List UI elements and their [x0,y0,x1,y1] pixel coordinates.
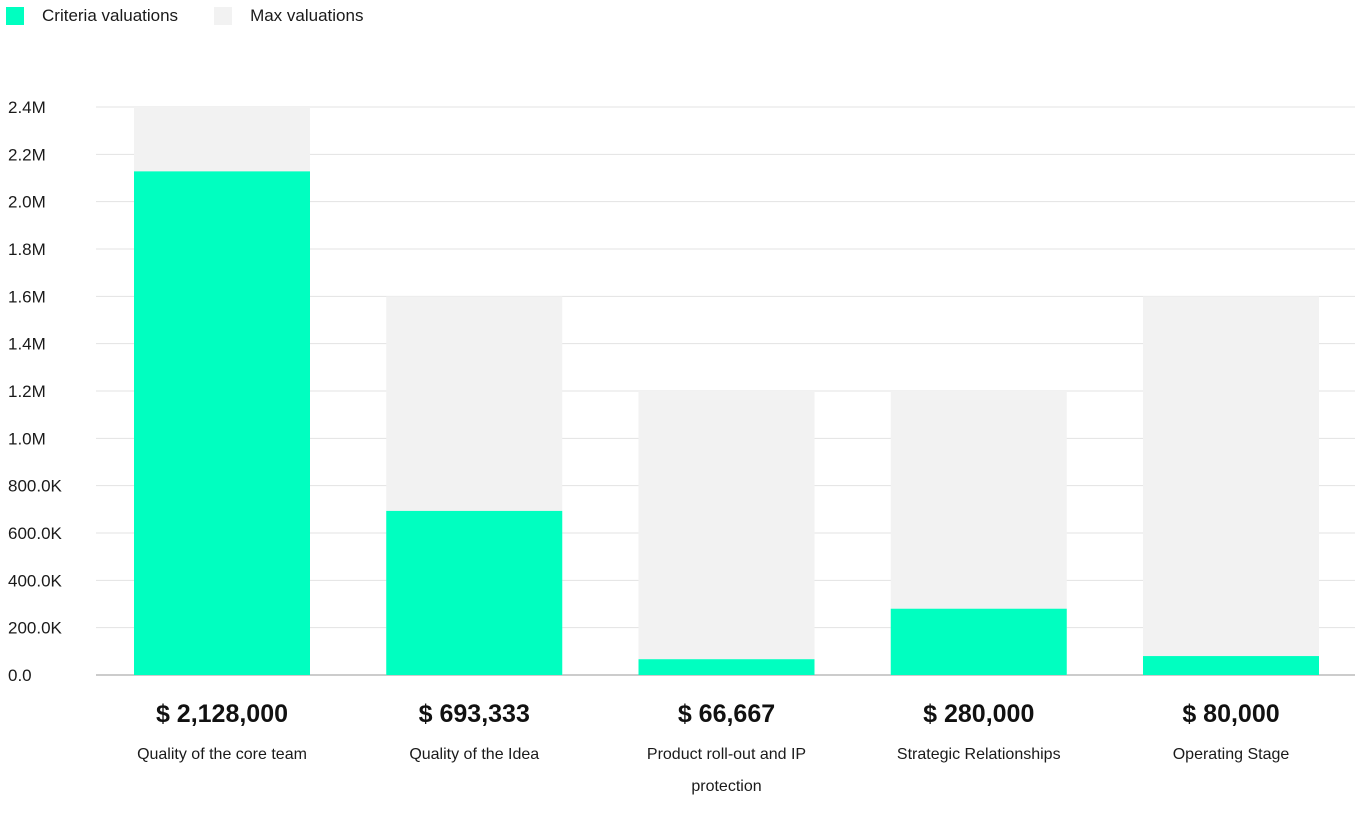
y-tick-label: 2.2M [8,145,46,164]
category-label: Quality of the Idea [409,746,539,763]
max-valuation-bar [1143,296,1319,675]
bar-value-label: $ 693,333 [419,700,530,728]
category-label: Quality of the core team [137,746,307,763]
y-tick-label: 2.0M [8,193,46,212]
y-tick-label: 1.8M [8,240,46,259]
criteria-valuation-bar [134,171,310,675]
legend-swatch-criteria [6,7,24,25]
y-tick-label: 600.0K [8,524,63,543]
category-label: Product roll-out and IP [647,746,806,763]
legend-swatch-max [214,7,233,25]
bar-value-label: $ 2,128,000 [156,700,288,728]
bar-value-label: $ 80,000 [1182,700,1279,728]
y-tick-label: 800.0K [8,477,63,496]
bar-labels: $ 2,128,000 Quality of the core team $ 693… [137,700,1289,795]
y-tick-label: 1.4M [8,335,46,354]
criteria-valuation-bar [1143,656,1319,675]
category-label: protection [691,778,761,795]
bar-value-label: $ 66,667 [678,700,775,728]
category-label: Operating Stage [1173,746,1290,763]
criteria-valuation-bar [638,659,815,675]
legend-item-max[interactable]: Max valuations [214,6,363,26]
category-label: Strategic Relationships [897,746,1061,763]
criteria-valuation-bar [890,608,1067,675]
y-tick-label: 1.0M [8,429,46,448]
legend-label-max: Max valuations [250,6,364,25]
chart-legend: Criteria valuations Max valuations [6,6,399,26]
legend-item-criteria[interactable]: Criteria valuations [6,6,178,26]
y-tick-label: 400.0K [8,571,63,590]
criteria-valuation-bar [386,510,563,675]
y-tick-label: 2.4M [8,98,46,117]
y-tick-label: 1.6M [8,287,46,306]
y-axis-ticks: 0.0 200.0K 400.0K 600.0K 800.0K 1.0M 1.2M 1.4M 1… [8,98,63,685]
y-tick-label: 200.0K [8,619,63,638]
y-tick-label: 1.2M [8,382,46,401]
legend-label-criteria: Criteria valuations [42,6,179,25]
max-valuation-bar [638,391,815,675]
y-tick-label: 0.0 [8,666,32,685]
bar-value-label: $ 280,000 [923,700,1034,728]
bars [134,107,1319,675]
